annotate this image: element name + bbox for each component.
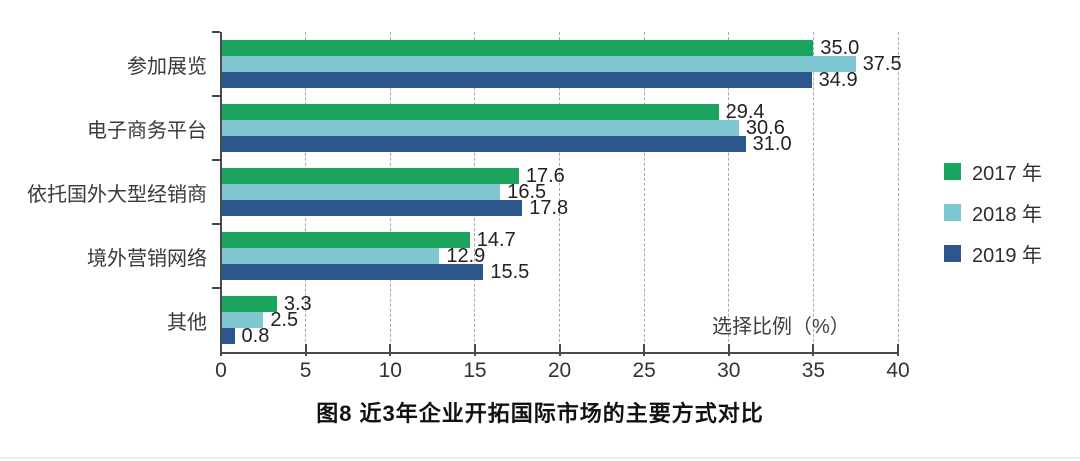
category-label-参加展览: 参加展览	[127, 55, 207, 78]
value-label: 17.6	[525, 164, 565, 187]
x-tick-label-0: 0	[215, 359, 227, 382]
x-tick-label-25: 25	[632, 359, 656, 382]
gridline-25	[643, 32, 645, 352]
value-label: 31.0	[752, 132, 792, 155]
bar-2019 年-境外营销网络	[221, 264, 484, 280]
gridline-30	[728, 32, 730, 352]
value-label: 16.5	[507, 180, 547, 203]
value-label: 0.8	[241, 324, 270, 347]
value-label: 37.5	[862, 52, 902, 75]
bar-2019 年-电子商务平台	[221, 136, 746, 152]
legend-item-2019 年: 2019 年	[944, 239, 1042, 268]
legend-label: 2017 年	[972, 163, 1043, 185]
bar-2019 年-依托国外大型经销商	[221, 200, 523, 216]
y-tick-0	[212, 31, 220, 33]
legend: 2017 年 2018 年 2019 年	[944, 157, 1042, 280]
value-label: 35.0	[820, 36, 860, 59]
legend-item-2018 年: 2018 年	[944, 198, 1042, 227]
category-label-境外营销网络: 境外营销网络	[87, 247, 207, 270]
value-label: 14.7	[476, 228, 516, 251]
legend-swatch	[944, 245, 961, 262]
x-tick-30	[727, 344, 730, 356]
bar-2017 年-依托国外大型经销商	[221, 168, 519, 184]
value-label: 17.8	[529, 196, 569, 219]
legend-label: 2019 年	[972, 245, 1043, 267]
bar-2017 年-参加展览	[221, 40, 814, 56]
value-label: 2.5	[270, 308, 299, 331]
bar-2017 年-其他	[221, 296, 277, 312]
y-tick-3	[212, 223, 220, 225]
y-tick-1	[212, 95, 220, 97]
x-tick-label-30: 30	[717, 359, 741, 382]
legend-label: 2018 年	[972, 204, 1043, 226]
bottom-divider	[0, 457, 1080, 459]
x-tick-5	[304, 344, 307, 356]
legend-swatch	[944, 163, 961, 180]
x-axis-annotation: 选择比例（%）	[712, 316, 850, 338]
category-label-电子商务平台: 电子商务平台	[87, 119, 207, 142]
legend-item-2017 年: 2017 年	[944, 157, 1042, 186]
value-label: 15.5	[490, 260, 530, 283]
x-tick-label-15: 15	[463, 359, 487, 382]
bar-2018 年-其他	[221, 312, 264, 328]
gridline-35	[812, 32, 814, 352]
x-tick-25	[643, 344, 646, 356]
legend-swatch	[944, 204, 961, 221]
x-tick-0	[220, 344, 222, 356]
x-tick-10	[389, 344, 392, 356]
bar-2019 年-其他	[221, 328, 235, 344]
value-label: 12.9	[446, 244, 486, 267]
x-tick-40	[897, 344, 899, 356]
x-tick-label-40: 40	[886, 359, 910, 382]
x-tick-label-20: 20	[547, 359, 572, 382]
value-label: 30.6	[745, 116, 785, 139]
x-tick-15	[473, 344, 476, 356]
value-label: 29.4	[725, 100, 765, 123]
bar-2017 年-电子商务平台	[221, 104, 719, 120]
x-tick-35	[812, 344, 815, 356]
bar-2018 年-境外营销网络	[221, 248, 440, 264]
bar-2019 年-参加展览	[221, 72, 812, 88]
category-label-依托国外大型经销商: 依托国外大型经销商	[27, 183, 207, 206]
x-tick-label-35: 35	[801, 359, 826, 382]
figure-title: 图8 近3年企业开拓国际市场的主要方式对比	[316, 401, 764, 426]
gridline-40	[897, 32, 899, 352]
value-label: 34.9	[818, 68, 858, 91]
bar-2018 年-依托国外大型经销商	[221, 184, 501, 200]
x-tick-label-10: 10	[378, 359, 402, 382]
category-label-其他: 其他	[167, 311, 207, 334]
y-tick-2	[212, 159, 220, 161]
bar-2018 年-电子商务平台	[221, 120, 739, 136]
bar-2018 年-参加展览	[221, 56, 856, 72]
y-axis-line	[220, 32, 222, 352]
y-tick-4	[212, 287, 220, 289]
gridline-20	[559, 32, 560, 352]
value-label: 3.3	[283, 292, 312, 315]
x-tick-label-5: 5	[299, 359, 312, 382]
bar-2017 年-境外营销网络	[221, 232, 470, 248]
x-tick-20	[558, 344, 561, 356]
